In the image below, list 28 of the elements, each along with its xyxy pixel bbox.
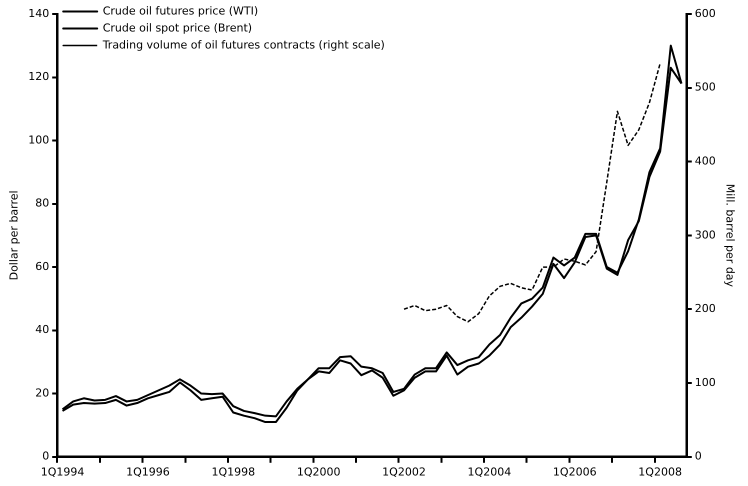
y-tick-label: 140 <box>28 6 50 20</box>
x-tick-label: 1Q2002 <box>382 465 426 478</box>
y2-tick-label: 500 <box>694 80 716 94</box>
x-tick-label: 1Q2004 <box>468 465 512 478</box>
y-tick-label: 60 <box>35 260 50 273</box>
y2-tick-label: 600 <box>694 6 716 20</box>
y-tick-label: 100 <box>28 133 50 146</box>
x-tick-label: 1Q1994 <box>40 465 84 478</box>
x-tick-label: 1Q1998 <box>211 465 256 478</box>
y2-tick-label: 300 <box>694 228 716 242</box>
y2-tick-label: 0 <box>694 450 702 463</box>
y-tick-label: 120 <box>28 70 50 84</box>
y-tick-label: 20 <box>35 386 50 400</box>
y-tick-label: 40 <box>35 323 50 336</box>
y-tick-label: 80 <box>35 196 50 210</box>
legend-label: Crude oil futures price (WTI) <box>102 4 258 18</box>
x-tick-label: 1Q1996 <box>126 465 170 478</box>
y2-tick-label: 100 <box>694 376 716 389</box>
y2-tick-label: 400 <box>694 154 716 168</box>
y2-tick-label: 200 <box>694 302 716 316</box>
x-tick-label: 1Q2006 <box>552 465 597 478</box>
legend-label: Crude oil spot price (Brent) <box>102 21 252 34</box>
y2-axis-title: Mill. barrel per day <box>724 184 737 288</box>
y-tick-label: 0 <box>42 450 50 463</box>
x-tick-label: 1Q2000 <box>296 465 340 478</box>
x-tick-label: 1Q2008 <box>638 465 682 478</box>
y-axis-title: Dollar per barrel <box>7 190 20 280</box>
legend-label: Trading volume of oil futures contracts (right scale) <box>102 38 385 52</box>
